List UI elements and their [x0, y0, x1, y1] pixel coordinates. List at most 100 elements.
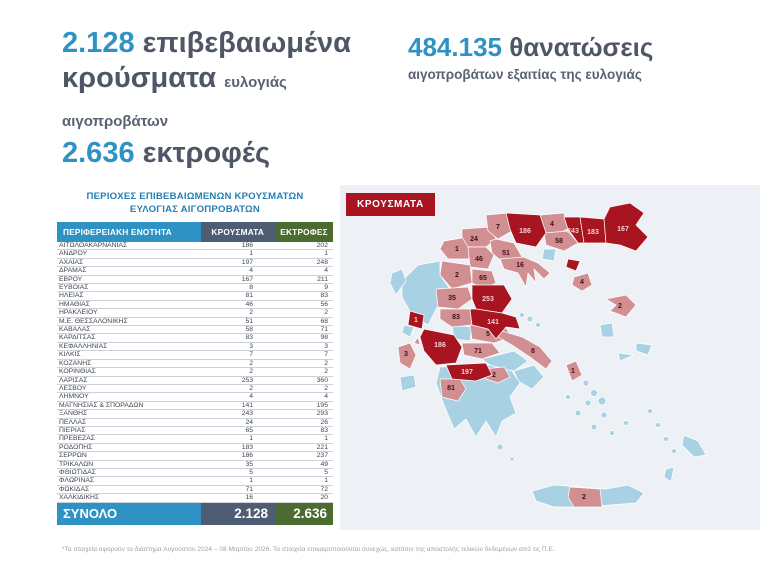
map-value-label: 1	[455, 246, 459, 253]
map-value-label: 167	[617, 226, 629, 233]
map-value-label: 71	[474, 348, 482, 355]
map-region-lemnos	[571, 272, 593, 292]
map-value-label: 186	[434, 342, 446, 349]
map-value-label: 51	[502, 250, 510, 257]
kpi-farms-label: εκτροφές	[142, 137, 271, 169]
map-value-label: 2	[455, 272, 459, 279]
map-value-label: 24	[470, 236, 478, 243]
map-value-label: 58	[555, 238, 563, 245]
table-row: ΡΟΔΟΠΗΣ 183 221	[57, 443, 333, 453]
map-value-label: 83	[452, 314, 460, 321]
map-region-corfu	[389, 268, 407, 296]
map-region-karpathos	[663, 466, 675, 483]
table-row: ΛΑΡΙΣΑΣ 253 360	[57, 376, 333, 385]
table-row: ΑΙΤΩΛΟΑΚΑΡΝΑΝΙΑΣ 186 202	[57, 242, 333, 251]
greece-map-panel: ΚΡΟΥΣΜΑΤΑ	[340, 185, 760, 530]
map-legend-badge: ΚΡΟΥΣΜΑΤΑ	[346, 193, 435, 216]
map-value-label: 4	[550, 221, 554, 228]
table-row: ΗΡΑΚΛΕΙΟΥ 2 2	[57, 308, 333, 318]
map-value-label: 46	[475, 256, 483, 263]
map-region-thasos	[541, 248, 557, 262]
map-region-trikala	[435, 286, 473, 310]
map-value-label: 3	[404, 351, 408, 358]
regions-table-body: ΑΙΤΩΛΟΑΚΑΡΝΑΝΙΑΣ 186 202 ΑΝΔΡΟΥ 1 1 ΑΧΑΪΑΣ 197 2…	[57, 242, 333, 503]
table-row: ΑΝΔΡΟΥ 1 1	[57, 249, 333, 259]
kpi-cases-label: επιβεβαιωμένα κρούσματα	[62, 27, 351, 94]
map-value-label: 183	[587, 229, 599, 236]
map-region-kefallinia	[397, 342, 417, 370]
table-row: ΕΒΡΟΥ 167 211	[57, 275, 333, 285]
table-row: ΕΥΒΟΙΑΣ 8 9	[57, 283, 333, 293]
table-row: ΚΟΖΑΝΗΣ 2 2	[57, 359, 333, 369]
map-region-irakleio	[567, 486, 603, 508]
map-value-label: 141	[487, 319, 499, 326]
map-value-label: 253	[482, 296, 494, 303]
map-region-aitoloakarnania	[419, 328, 463, 366]
map-value-label: 1	[571, 368, 575, 375]
map-region-ithaki	[413, 336, 421, 346]
total-farms: 2.636	[275, 502, 333, 526]
map-region-andros	[565, 360, 583, 382]
map-value-label: 35	[448, 295, 456, 302]
map-value-label: 8	[531, 348, 535, 355]
map-value-label: 197	[461, 369, 473, 376]
map-value-label: 2	[582, 494, 586, 501]
column-header-region: ΠΕΡΙΦΕΡΕΙΑΚΗ ΕΝΟΤΗΤΑ	[57, 222, 201, 242]
map-region-ikaria	[617, 352, 635, 362]
map-region-achaia	[445, 362, 493, 382]
table-row: ΗΛΕΙΑΣ 81 83	[57, 291, 333, 301]
map-region-preveza	[407, 310, 425, 330]
map-region-kozani	[439, 260, 473, 290]
map-region-evros	[603, 202, 649, 252]
table-row: ΤΡΙΚΑΛΩΝ 35 49	[57, 460, 333, 469]
table-row: ΠΕΛΛΑΣ 24 26	[57, 418, 333, 427]
map-region-xanthi	[563, 216, 585, 244]
table-row: ΦΛΩΡΙΝΑΣ 1 1	[57, 476, 333, 486]
table-row: ΗΜΑΘΙΑΣ 46 56	[57, 300, 333, 310]
map-region-karditsa	[439, 308, 473, 328]
table-row: ΛΗΜΝΟΥ 4 4	[57, 392, 333, 402]
column-header-farms: ΕΚΤΡΟΦΕΣ	[275, 222, 333, 242]
table-row: ΜΑΓΝΗΣΙΑΣ & ΣΠΟΡΑΔΩΝ 141 195	[57, 401, 333, 411]
map-small-islands	[496, 312, 677, 462]
table-row: ΚΑΒΑΛΑΣ 58 71	[57, 325, 333, 335]
table-row: ΠΙΕΡΙΑΣ 65 83	[57, 426, 333, 436]
table-row: ΑΧΑΪΑΣ 197 248	[57, 258, 333, 268]
table-row: ΚΑΡΔΙΤΣΑΣ 83 98	[57, 333, 333, 343]
table-row: ΚΟΡΙΝΘΙΑΣ 2 2	[57, 367, 333, 377]
map-region-rhodes	[681, 434, 707, 458]
table-row: Μ.Ε. ΘΕΣΣΑΛΟΝΙΚΗΣ 51 68	[57, 317, 333, 327]
map-region-samothrace	[565, 258, 581, 272]
table-row: ΛΕΣΒΟΥ 2 2	[57, 384, 333, 394]
regions-table-title: ΠΕΡΙΟΧΕΣ ΕΠΙΒΕΒΑΙΩΜΕΝΩΝ ΚΡΟΥΣΜΑΤΩΝ ΕΥΛΟΓ…	[86, 191, 304, 215]
footnote: *Τα στοιχεία αφορούν το διάστημα Αυγούστ…	[62, 546, 555, 553]
table-row: ΧΑΛΚΙΔΙΚΗΣ 16 20	[57, 493, 333, 503]
map-value-label: 5	[486, 331, 490, 338]
map-region-imathia	[467, 246, 495, 270]
table-row: ΔΡΑΜΑΣ 4 4	[57, 266, 333, 276]
map-value-label: 2	[618, 303, 622, 310]
map-value-label: 2	[492, 372, 496, 379]
map-value-label: 1	[414, 317, 418, 324]
kpi-farms-value: 2.636	[62, 137, 135, 169]
map-region-chalkidiki	[499, 256, 551, 288]
map-region-lefkada	[401, 324, 415, 338]
kpi-deaths-label: θανατώσεις	[509, 32, 654, 62]
map-value-label: 65	[479, 275, 487, 282]
map-region-evia	[497, 330, 553, 370]
map-value-label: 7	[496, 224, 500, 231]
map-region-serres	[505, 212, 547, 248]
map-region-kavala	[543, 230, 579, 252]
total-label: ΣΥΝΟΛΟ	[57, 502, 201, 526]
table-header-row: ΠΕΡΙΦΕΡΕΙΑΚΗ ΕΝΟΤΗΤΑ ΚΡΟΥΣΜΑΤΑ ΕΚΤΡΟΦΕΣ	[57, 222, 333, 242]
table-row: ΚΕΦΑΛΛΗΝΙΑΣ 3 3	[57, 342, 333, 352]
kpi-cases-sublabel: ευλογιάς αιγοπροβάτων	[62, 74, 287, 130]
map-value-label: 186	[519, 228, 531, 235]
map-value-label: 81	[447, 385, 455, 392]
map-value-label: 243	[567, 228, 579, 235]
table-row: ΚΙΛΚΙΣ 7 7	[57, 350, 333, 360]
table-row: ΦΘΙΩΤΙΔΑΣ 5 5	[57, 468, 333, 478]
table-row: ΣΕΡΡΩΝ 186 237	[57, 451, 333, 461]
